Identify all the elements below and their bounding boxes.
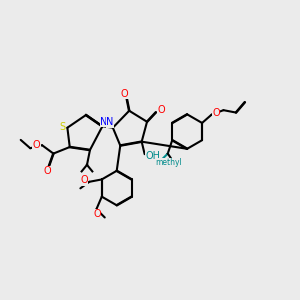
Text: N: N — [106, 117, 114, 128]
Text: S: S — [59, 122, 65, 132]
Text: O: O — [93, 209, 101, 220]
Text: N: N — [100, 117, 108, 127]
Text: O: O — [44, 167, 51, 176]
Text: O: O — [33, 140, 40, 150]
Text: O: O — [80, 175, 88, 185]
Text: methyl: methyl — [155, 158, 182, 167]
Text: OH: OH — [146, 151, 160, 160]
Text: O: O — [121, 88, 128, 98]
Text: O: O — [212, 108, 220, 118]
Text: O: O — [158, 105, 165, 115]
